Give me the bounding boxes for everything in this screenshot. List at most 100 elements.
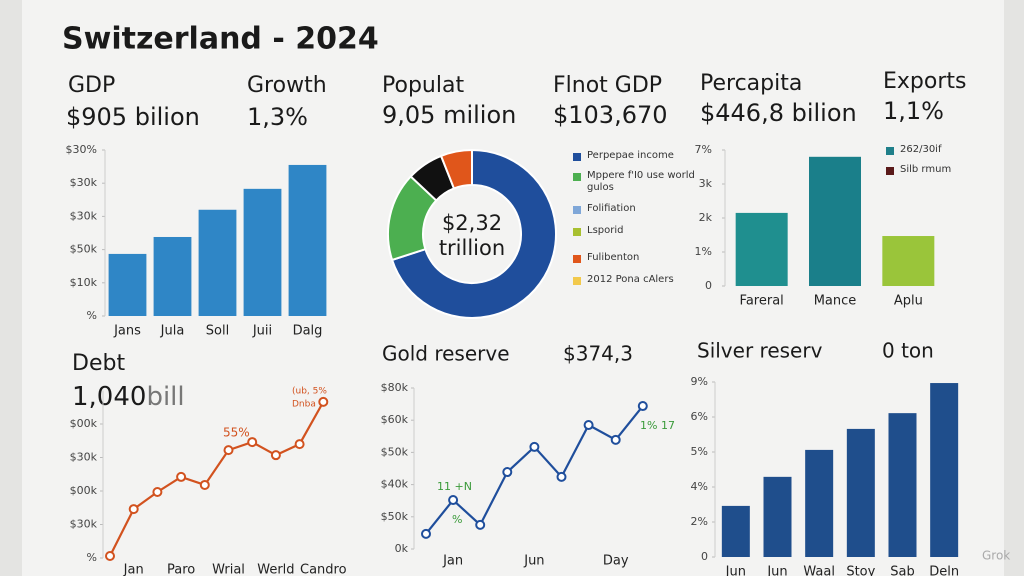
point [199,479,210,490]
slice [439,148,473,190]
kpi-label: Growth [247,73,327,98]
point [294,439,305,450]
point [583,420,594,431]
legend-label: 2012 Pona cAlers [587,274,674,285]
y-tick-label: 4% [691,480,708,493]
point [270,450,281,461]
kpi-value: $103,670 [553,101,668,129]
y-tick-label: $30k [70,451,98,464]
bar [288,164,327,316]
point [556,471,567,482]
kpi-value: 1,3% [247,103,308,131]
panel-label: Debt [72,351,125,376]
panel-label: Silver reserv [697,339,823,363]
x-tick-label: Jans [113,324,141,339]
legend-entry: Mppere f'I0 use world gulos [587,170,695,193]
point [223,445,234,456]
legend-label: Fulibenton [587,252,640,263]
x-tick-label: Stoy [846,565,875,576]
point [128,504,139,515]
y-tick-label: 2% [691,515,708,528]
x-tick-label: Juii [252,324,272,339]
legend-entry: 2012 Pona cAlers [587,274,674,285]
kpi-label: Populat [382,73,464,98]
line [109,401,325,557]
bar [930,383,959,557]
legend-label: Mppere f'I0 use world gulos [587,170,695,193]
bar [108,253,147,316]
bar [153,236,192,316]
panel-value: 1,040 [72,382,146,412]
kpi-value: 1,1% [883,97,944,125]
legend-swatch [573,206,581,214]
y-tick-label: 0k [395,542,409,555]
x-tick-label: Dalg [293,324,323,339]
panel-value: 0 ton [882,339,934,363]
legend-swatch [573,255,581,263]
annotation: 1% 17 [640,419,675,432]
x-tick-label: Fareral [740,294,784,309]
y-tick-label: 2k [699,211,713,224]
x-tick-label: Jan [123,563,144,576]
center-label: trillion [439,236,505,260]
y-tick-label: 6% [691,410,708,423]
y-tick-label: 7% [695,143,712,156]
y-tick-label: $30k [70,176,98,189]
kpi-label: GDP [68,73,115,98]
center-label: $2,32 [442,211,502,235]
point [529,441,540,452]
legend-label: Folifiation [587,203,636,214]
kpi-label: Exports [883,69,966,94]
legend-swatch [573,228,581,236]
legend-label: 262/30if [900,144,942,155]
legend-entry: Silb rmum [900,164,952,175]
bar [846,428,875,557]
y-tick-label: 0 [701,550,708,563]
x-tick-label: Werld [257,563,294,576]
x-tick-label: Waal [803,565,835,576]
y-tick-label: $00k [70,417,98,430]
legend-entry: Folifiation [587,203,636,214]
annotation: 55% [223,426,250,440]
panel-unit: bill [146,382,184,412]
annotation: (ub, 5% [292,387,327,397]
y-tick-label: $30k [70,209,98,222]
panel-label: Gold reserve [382,342,510,366]
y-tick-label: $40k [381,478,409,491]
kpi-value: $446,8 bilion [700,99,857,127]
annotation: 11 +N [437,480,472,493]
legend-label: Silb rmum [900,164,952,175]
x-tick-label: Day [603,554,629,569]
legend-swatch [573,277,581,285]
y-tick-label: $80k [381,381,409,394]
kpi-value: 9,05 milion [382,101,516,129]
x-tick-label: Jula [160,324,185,339]
x-tick-label: Sab [890,565,914,576]
watermark: Grok [982,549,1010,563]
point [502,467,513,478]
annotation: Dnba [292,400,316,410]
point [448,495,459,506]
x-tick-label: Jan [442,554,463,569]
y-tick-label: $30% [66,143,97,156]
x-tick-label: Candro [300,563,347,576]
kpi-value: $905 bilion [66,103,200,131]
bar [805,449,834,557]
bar [888,413,917,557]
legend-swatch [886,167,894,175]
point [610,434,621,445]
point [421,528,431,539]
x-tick-label: Jun [725,565,746,576]
y-tick-label: 3k [699,177,713,190]
y-tick-label: $50k [70,243,98,256]
y-tick-label: % [87,551,97,564]
point [152,487,163,498]
bar [198,209,237,316]
point [247,437,258,448]
x-tick-label: Jun [523,554,544,569]
x-tick-label: Aplu [894,294,923,309]
bar [721,505,750,557]
y-tick-label: $50k [381,510,409,523]
panel-value: 1,040bill [72,382,185,412]
